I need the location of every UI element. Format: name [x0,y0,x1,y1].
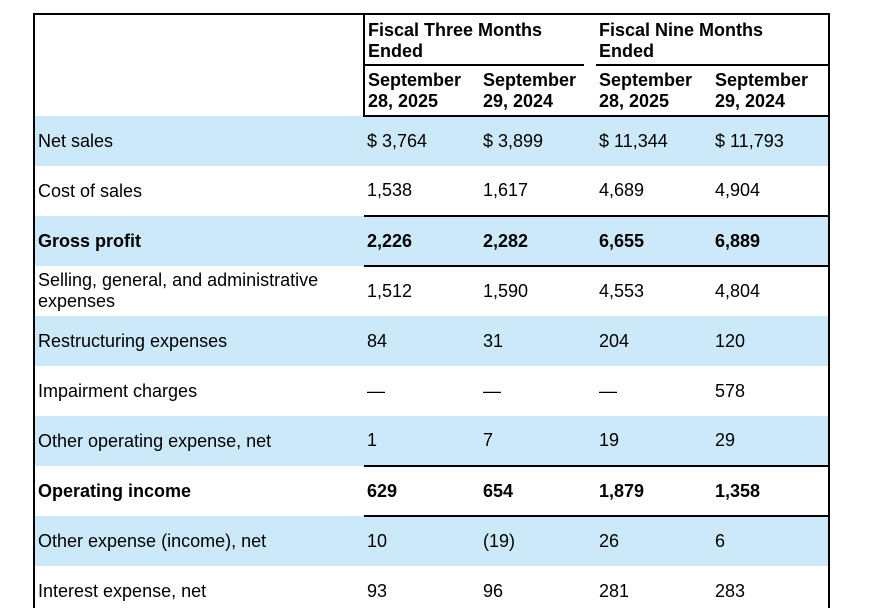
table-row: Gross profit 2,226 2,282 6,655 6,889 [35,215,828,266]
cell-value: 84 [364,316,480,366]
group-header-three-months: Fiscal Three Months Ended [364,15,596,66]
group-header-label: Fiscal Nine Months Ended [599,19,764,61]
cell-value: 6,889 [712,215,828,266]
cell-value: 2,282 [480,215,596,266]
cell-value: 6,655 [596,215,712,266]
income-statement-table: Fiscal Three Months Ended Fiscal Nine Mo… [33,13,830,608]
table-body: Net sales $ 3,764 $ 3,899 $ 11,344 $ 11,… [35,116,828,608]
column-header-date: September 29, 2024 [480,66,596,117]
cell-value: 7 [480,416,596,466]
cell-value: 1,879 [596,465,712,516]
row-label: Gross profit [35,216,364,266]
row-label: Impairment charges [38,380,198,401]
cell-value: 578 [715,380,746,401]
table-row: Selling, general, and administrative exp… [35,265,828,316]
cell-value: 29 [712,416,828,466]
cell-value: 10 [364,515,480,566]
row-label: Other expense (income), net [35,516,364,566]
cell-value: 96 [483,580,504,601]
cell-value: $ 3,899 [480,116,596,166]
cell-value: 4,689 [599,180,645,201]
cell-value: $ 11,344 [596,116,712,166]
row-label: Other operating expense, net [35,416,364,466]
cell-value: $ 3,764 [364,116,480,166]
cell-value: 2,226 [364,215,480,266]
cell-value: 93 [367,580,388,601]
row-label: Operating income [38,480,192,501]
column-header-date: September 28, 2025 [364,66,480,117]
row-label: Restructuring expenses [35,316,364,366]
column-header-date: September 28, 2025 [596,66,712,117]
cell-value: 1,358 [712,465,828,516]
financial-table: Fiscal Three Months Ended Fiscal Nine Mo… [35,15,828,608]
row-label: Net sales [35,116,364,166]
cell-value: — [367,380,385,401]
table-row: Other expense (income), net 10 (19) 26 6 [35,515,828,566]
row-label: Interest expense, net [38,580,207,601]
cell-value: (19) [480,515,596,566]
cell-value: 281 [599,580,630,601]
cell-value: 19 [596,416,712,466]
cell-value: 283 [715,580,746,601]
cell-value: 654 [480,465,596,516]
column-group-row: Fiscal Three Months Ended Fiscal Nine Mo… [35,15,828,116]
corner-cell [35,15,365,116]
table-row: Net sales $ 3,764 $ 3,899 $ 11,344 $ 11,… [35,116,828,166]
cell-value: 1,512 [364,265,480,316]
table-row: Other operating expense, net 1 7 19 29 [35,416,828,466]
cell-value: 120 [712,316,828,366]
cell-value: 31 [480,316,596,366]
cell-value: 204 [596,316,712,366]
group-header-nine-months: Fiscal Nine Months Ended [596,15,828,66]
column-header-date: September 29, 2024 [712,66,828,117]
cell-value: 1 [364,416,480,466]
cell-value: 6 [712,515,828,566]
cell-value: — [483,380,501,401]
cell-value: 26 [596,515,712,566]
row-label: Cost of sales [38,180,143,201]
table-row: Impairment charges — — — 578 [35,366,828,416]
cell-value: 1,538 [367,180,413,201]
cell-value: 629 [364,465,480,516]
table-row: Interest expense, net 93 96 281 283 [35,566,828,608]
table-row: Operating income 629 654 1,879 1,358 [35,465,828,516]
date-header-row: September 28, 2025 September 29, 2024 Se… [35,66,828,117]
cell-value: 4,804 [712,265,828,316]
row-label: Selling, general, and administrative exp… [38,270,319,311]
table-row: Restructuring expenses 84 31 204 120 [35,316,828,366]
cell-value: 4,904 [715,180,761,201]
table-header: Fiscal Three Months Ended Fiscal Nine Mo… [35,15,828,117]
table-row: Cost of sales 1,538 1,617 4,689 4,904 [35,166,828,216]
cell-value: 4,553 [596,265,712,316]
group-header-label: Fiscal Three Months Ended [368,19,543,61]
cell-value: 1,617 [483,180,529,201]
cell-value: $ 11,793 [712,116,828,166]
cell-value: — [599,380,617,401]
cell-value: 1,590 [480,265,596,316]
